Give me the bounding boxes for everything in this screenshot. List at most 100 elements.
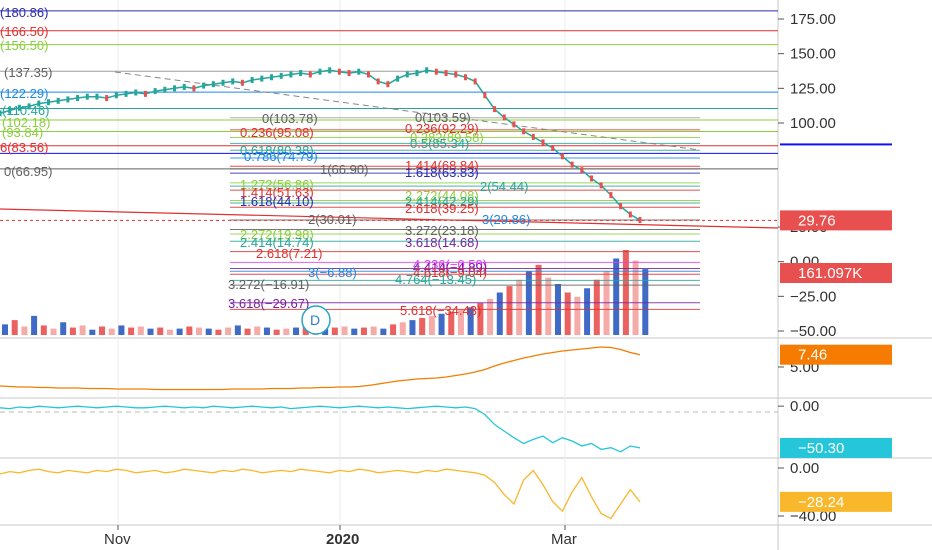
volume-bar <box>176 328 183 335</box>
fib-level-label: 3(−6.88) <box>308 265 357 280</box>
indicator-value-box <box>780 437 892 458</box>
price-candle <box>638 217 642 224</box>
fib-level-label: 0(66.95) <box>4 164 52 179</box>
volume-bar <box>50 328 57 335</box>
volume-bar <box>477 303 484 335</box>
price-candle <box>0 110 2 117</box>
volume-bar <box>293 327 300 335</box>
volume-bar <box>234 325 241 335</box>
volume-bar <box>448 311 455 335</box>
fib-level-label: (180.86) <box>0 5 48 20</box>
volume-bar <box>283 328 290 335</box>
price-candle <box>173 85 177 92</box>
price-candle <box>318 68 322 75</box>
volume-bar <box>147 328 154 335</box>
indicator-axis-label: 0.00 <box>790 460 819 477</box>
price-candle <box>619 203 623 210</box>
fib-level-label: 1.618(44.10) <box>240 194 314 209</box>
price-candle <box>570 161 574 168</box>
price-candle <box>444 70 448 77</box>
price-tag-label: 66.92 <box>798 161 836 178</box>
fib-level-label: 0.236(92.29) <box>405 121 479 136</box>
volume-bar <box>60 322 67 335</box>
volume-bar <box>360 327 367 335</box>
price-candle <box>405 71 409 78</box>
price-candle <box>17 104 21 111</box>
volume-layer <box>2 250 649 335</box>
tag-layer: 78.0676.2666.9229.76161.097K7.46−50.30−2… <box>779 143 893 512</box>
price-candle <box>366 71 370 78</box>
price-candle <box>192 85 196 92</box>
price-candle <box>231 78 235 85</box>
indicator-layer <box>0 346 641 520</box>
price-candle <box>56 97 60 104</box>
fib-level-label: 2.618(7.21) <box>256 246 323 261</box>
price-candle <box>153 88 157 95</box>
volume-bar <box>545 277 552 335</box>
fib-level-label: 0.236(95.08) <box>240 125 314 140</box>
fib-level-label: 2.618(39.25) <box>405 201 479 216</box>
fib-level-label: 0.618(80.38) <box>240 143 314 158</box>
price-tag-box <box>780 210 892 231</box>
price-candle <box>386 81 390 88</box>
indicator-line <box>0 468 641 520</box>
fib-level-label: 5.618(−34.43) <box>400 303 481 318</box>
price-candle <box>37 100 41 107</box>
volume-bar <box>593 279 600 335</box>
price-candle <box>250 77 254 84</box>
fib-level-label: 3.618(14.68) <box>405 235 479 250</box>
price-candle <box>337 68 341 75</box>
fib-level-label: (102.18) <box>2 115 50 130</box>
price-candle <box>134 89 138 96</box>
volume-bar <box>428 315 435 335</box>
volume-bar <box>31 315 38 335</box>
fib-level-label: 3.618(−29.67) <box>228 296 309 311</box>
volume-bar <box>69 327 76 335</box>
volume-bar <box>79 325 86 335</box>
volume-bar <box>496 292 503 335</box>
price-axis-label: 100.00 <box>790 115 836 132</box>
volume-bar <box>205 328 212 335</box>
price-candle <box>95 93 99 100</box>
volume-bar <box>409 320 416 335</box>
volume-bar <box>351 328 358 335</box>
price-candle <box>202 82 206 89</box>
time-axis-label: Nov <box>104 531 131 548</box>
volume-bar <box>516 279 523 335</box>
volume-bar <box>11 320 18 335</box>
volume-bar <box>118 325 125 335</box>
fib-level-label: 1.414(51.63) <box>240 185 314 200</box>
price-candle <box>463 74 467 81</box>
event-marker-label: D <box>310 312 320 328</box>
volume-bar <box>99 326 106 335</box>
price-candle <box>560 153 564 160</box>
volume-bar <box>128 327 135 335</box>
volume-bar <box>613 258 620 335</box>
volume-bar <box>535 264 542 335</box>
price-candle <box>105 95 109 102</box>
indicator-value-label: −28.24 <box>798 494 844 511</box>
volume-bar <box>457 309 464 335</box>
volume-bar <box>331 327 338 335</box>
price-candle <box>628 211 632 218</box>
price-axis-label: 175.00 <box>790 11 836 28</box>
fib-level-label: 2.272(44.08) <box>405 188 479 203</box>
price-candle <box>473 78 477 85</box>
price-candle <box>434 68 438 75</box>
price-candle <box>221 79 225 86</box>
indicator-axis-label: −40.00 <box>790 508 836 525</box>
fib-level-label: (137.35) <box>4 65 52 80</box>
price-tag-box <box>779 158 893 180</box>
price-axis-label: −50.00 <box>790 323 836 340</box>
indicator-line <box>0 405 641 453</box>
volume-bar <box>302 326 309 335</box>
price-candle <box>493 106 497 113</box>
volume-bar <box>196 327 203 335</box>
price-candle <box>512 121 516 128</box>
price-tag-label: 29.76 <box>798 212 836 229</box>
volume-bar <box>166 329 173 335</box>
price-candle <box>124 90 128 97</box>
fib-level-label: 4.236(−0.50) <box>413 257 487 272</box>
